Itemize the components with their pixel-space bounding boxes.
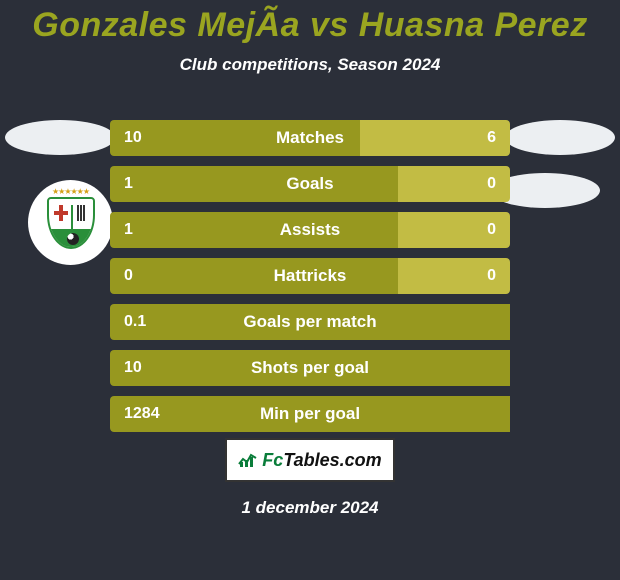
stat-value-left: 0 [124,258,133,294]
stat-label: Hattricks [110,258,510,294]
player-left-club-placeholder-1 [5,120,115,155]
oriente-badge-icon: ★★★★★★ [41,189,101,257]
player-left-club-badge: ★★★★★★ [28,180,113,265]
player-right-club-placeholder-1 [505,120,615,155]
comparison-card: Gonzales MejÃ­a vs Huasna Perez Club com… [0,0,620,580]
stat-row: Min per goal1284 [110,396,510,432]
stat-label: Assists [110,212,510,248]
stats-table: Matches106Goals10Assists10Hattricks00Goa… [110,120,510,442]
stat-row: Goals per match0.1 [110,304,510,340]
chart-icon [238,450,258,471]
page-subtitle: Club competitions, Season 2024 [0,55,620,75]
stat-value-right: 0 [487,258,496,294]
stat-label: Shots per goal [110,350,510,386]
brand-suffix: Tables.com [283,450,381,470]
stat-label: Goals per match [110,304,510,340]
stat-value-left: 1284 [124,396,160,432]
stat-value-left: 1 [124,212,133,248]
page-title: Gonzales MejÃ­a vs Huasna Perez [0,0,620,45]
stat-row: Assists1 0 [110,212,510,248]
stat-value-right: 0 [487,166,496,202]
stat-value-right: 0 [487,212,496,248]
stat-label: Min per goal [110,396,510,432]
stat-value-left: 10 [124,120,142,156]
stat-label: Matches [110,120,510,156]
stat-row: Shots per goal10 [110,350,510,386]
stat-row: Goals1 0 [110,166,510,202]
brand-logo: FcTables.com [225,438,395,482]
footer-date: 1 december 2024 [0,498,620,518]
brand-prefix: Fc [262,450,283,470]
stat-value-left: 1 [124,166,133,202]
stat-row: Hattricks0 0 [110,258,510,294]
stat-value-left: 0.1 [124,304,146,340]
stat-value-right: 6 [487,120,496,156]
stat-label: Goals [110,166,510,202]
brand-text: FcTables.com [262,450,381,471]
stat-value-left: 10 [124,350,142,386]
stat-row: Matches10 6 [110,120,510,156]
